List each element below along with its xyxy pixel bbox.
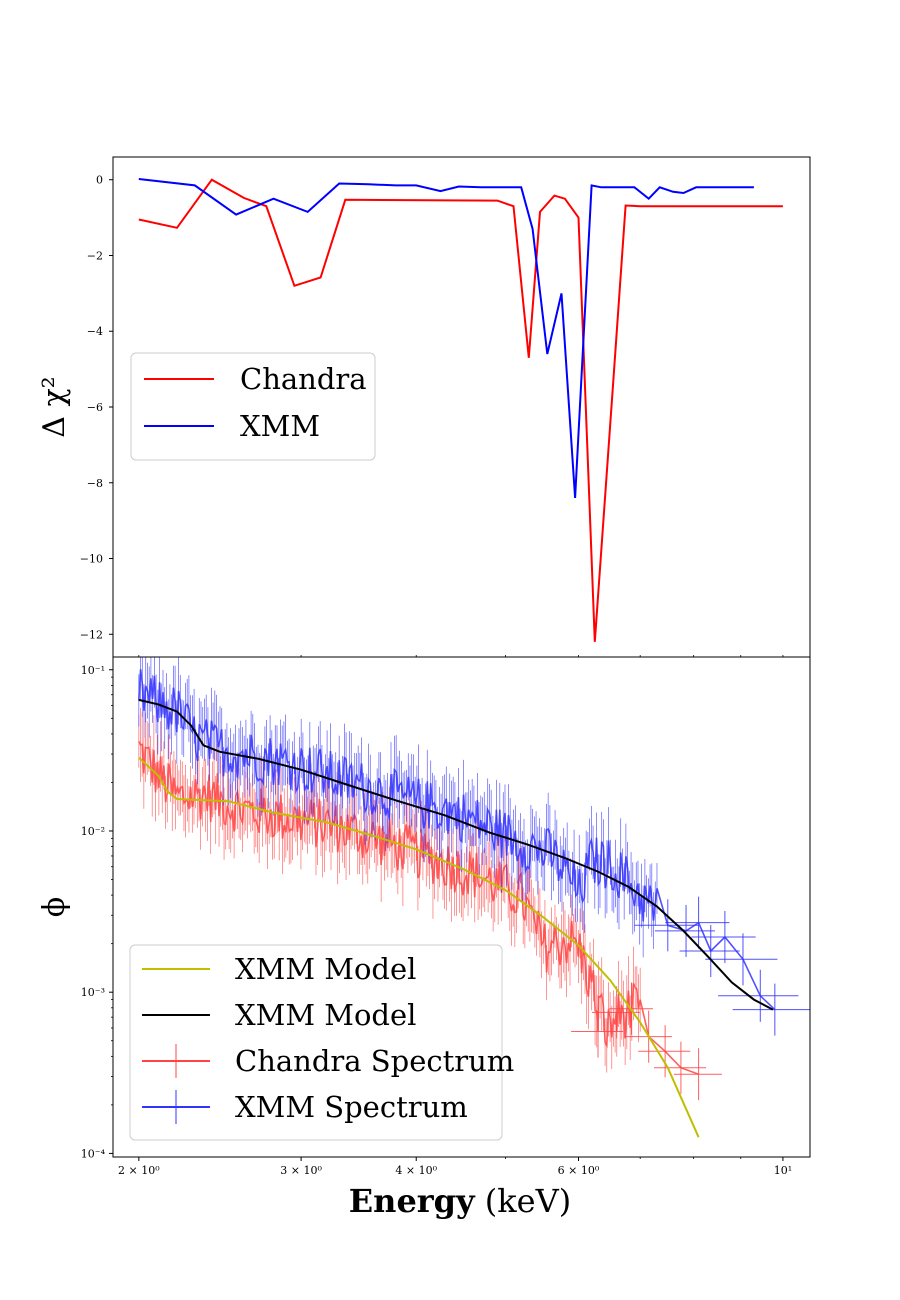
y-tick-label: 10⁻¹ (81, 664, 105, 677)
legend-label-xmm-spectrum: XMM Spectrum (235, 1090, 468, 1124)
x-tick-label: 6 × 10⁰ (558, 1164, 600, 1177)
energy-axis-label-unit: (keV) (485, 1182, 571, 1220)
y-tick-label: −4 (87, 325, 103, 338)
energy-axis-label: Energy (keV) (349, 1182, 571, 1220)
series-chandra-line (138, 178, 783, 642)
legend-box (129, 944, 503, 1141)
y-tick-label: 10⁻⁴ (81, 1147, 106, 1160)
y-tick-label: −10 (80, 553, 103, 566)
spectrum-axis-ticks: 10⁻¹ 10⁻² 10⁻³ 10⁻⁴ 2 × 10⁰ 3 × 10⁰ 4 × 10⁰ 6 ×… (81, 664, 792, 1177)
legend-label-chandra-spectrum: Chandra Spectrum (235, 1044, 514, 1078)
y-tick-label: −12 (80, 628, 103, 641)
delta-chi2-y-ticks: 0 −2 −4 −6 −8 −10 −12 (80, 174, 784, 657)
legend-label-xmm: XMM (240, 409, 320, 443)
y-tick-label: −2 (87, 249, 103, 262)
x-tick-label: 3 × 10⁰ (280, 1164, 322, 1177)
delta-chi2-legend: Chandra XMM (130, 352, 376, 461)
delta-chi2-axis-label: Δ χ² (37, 376, 72, 437)
x-tick-label: 4 × 10⁰ (395, 1164, 437, 1177)
y-tick-label: −6 (87, 401, 103, 414)
y-tick-label: 10⁻² (81, 825, 105, 838)
energy-axis-label-bold: Energy (349, 1182, 476, 1220)
series-xmm-line (138, 178, 754, 498)
spectrum-panel: 10⁻¹ 10⁻² 10⁻³ 10⁻⁴ 2 × 10⁰ 3 × 10⁰ 4 × 10⁰ 6 ×… (37, 657, 810, 1220)
spectrum-legend: XMM Model XMM Model Chandra Spectrum XMM Sp… (129, 944, 514, 1141)
delta-chi2-series (138, 178, 783, 642)
spectrum-xmm-spectrum-line (138, 669, 776, 1011)
y-tick-label: 10⁻³ (81, 986, 105, 999)
y-tick-label: −8 (87, 477, 103, 490)
x-tick-label: 10¹ (774, 1164, 792, 1177)
legend-label-chandra: Chandra (240, 362, 367, 396)
x-tick-label: 2 × 10⁰ (118, 1164, 160, 1177)
delta-chi2-panel: 0 −2 −4 −6 −8 −10 −12 Δ χ² Chandra XMM (37, 174, 784, 657)
spectrum-chandra-spectrum-line (138, 741, 699, 1075)
legend-label-xmm-model: XMM Model (235, 998, 416, 1032)
spectrum-series (138, 657, 810, 1138)
y-tick-label: 0 (96, 174, 103, 187)
model-2-line (138, 698, 774, 1011)
model-1-line (138, 756, 700, 1138)
legend-label-xmm-model: XMM Model (235, 952, 416, 986)
phi-axis-label: ϕ (37, 897, 72, 917)
bottom-panel-frame (112, 656, 811, 1158)
